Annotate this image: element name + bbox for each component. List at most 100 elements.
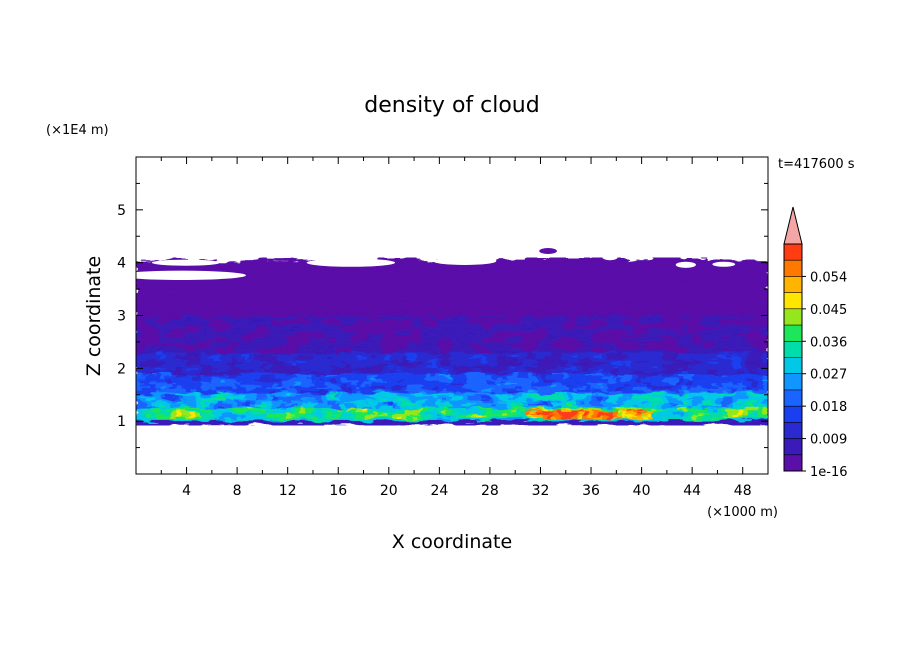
density-cell <box>136 415 147 419</box>
density-cell <box>531 409 538 413</box>
density-cell <box>461 405 468 409</box>
density-cell <box>150 403 162 407</box>
density-cell <box>195 328 217 332</box>
density-cell <box>136 388 142 392</box>
density-cell <box>411 360 418 364</box>
density-cell <box>401 415 408 419</box>
density-cell <box>406 403 423 407</box>
density-cell <box>657 407 664 411</box>
density-cell <box>341 415 358 419</box>
density-cell <box>155 319 172 323</box>
density-cell <box>662 379 679 383</box>
density-cell <box>597 411 613 415</box>
density-cell <box>155 396 162 400</box>
density-cell <box>732 418 764 421</box>
density-cell <box>286 418 292 421</box>
cloud-gap <box>136 270 246 281</box>
density-cell <box>136 332 142 336</box>
density-cell <box>486 364 508 368</box>
density-cell <box>346 383 363 387</box>
density-cell <box>592 347 603 351</box>
density-cell <box>321 373 328 377</box>
density-cell <box>732 388 739 392</box>
density-cell <box>210 326 232 330</box>
x-tick-label: 20 <box>380 483 398 499</box>
density-cell <box>571 409 583 413</box>
density-cell <box>291 392 302 396</box>
density-cell <box>136 317 147 321</box>
density-cell <box>255 400 262 404</box>
density-cell <box>240 383 262 387</box>
density-cell <box>762 373 768 377</box>
density-cell <box>622 379 633 383</box>
density-cell <box>607 379 618 383</box>
density-cell <box>742 407 759 411</box>
density-cell <box>266 360 282 364</box>
density-cell <box>747 388 759 392</box>
density-cell <box>687 383 714 387</box>
density-cell <box>496 398 528 402</box>
density-cell <box>757 324 768 328</box>
density-cell <box>326 400 338 404</box>
density-cell <box>281 418 287 421</box>
density-cell <box>637 373 654 377</box>
density-cell <box>381 336 423 340</box>
density-cell <box>301 392 312 396</box>
density-cell <box>521 317 568 321</box>
density-cell <box>361 381 373 385</box>
density-cell <box>296 349 338 353</box>
density-cell <box>351 336 368 340</box>
density-cell <box>521 347 533 351</box>
density-cell <box>140 409 152 413</box>
density-cell <box>471 341 478 345</box>
density-cell <box>446 388 473 392</box>
density-cell <box>351 413 358 417</box>
density-cell <box>622 322 649 325</box>
density-cell <box>642 381 654 385</box>
density-cell <box>541 403 553 407</box>
density-cell <box>622 394 633 398</box>
density-cell <box>136 394 142 398</box>
density-cell <box>406 356 418 360</box>
density-cell <box>311 411 322 415</box>
density-cell <box>291 362 297 366</box>
density-cell <box>391 366 398 370</box>
density-cell <box>657 319 704 323</box>
density-cell <box>732 358 744 362</box>
density-cell <box>742 405 749 409</box>
density-cell <box>210 398 222 402</box>
density-cell <box>546 330 598 334</box>
density-cell <box>140 398 147 402</box>
density-cell <box>526 354 538 357</box>
density-cell <box>296 332 328 336</box>
density-cell <box>136 373 142 377</box>
density-cell <box>150 413 157 417</box>
density-cell <box>742 364 749 368</box>
density-cell <box>230 315 257 319</box>
density-cell <box>136 319 147 323</box>
density-cell <box>200 392 212 396</box>
density-cell <box>747 403 754 407</box>
colorbar-extend-arrow <box>783 206 803 245</box>
density-cell <box>722 394 749 398</box>
density-cell <box>697 411 704 415</box>
density-cell <box>336 400 348 404</box>
density-cell <box>582 405 603 409</box>
density-cell <box>692 332 739 336</box>
density-cell <box>536 415 543 419</box>
time-label: t=417600 s <box>778 157 855 172</box>
density-cell <box>235 396 247 400</box>
density-cell <box>271 396 277 400</box>
density-cell <box>376 388 388 392</box>
density-cell <box>757 368 768 372</box>
density-cell <box>476 403 493 407</box>
density-cell <box>200 381 242 385</box>
colorbar-swatch <box>784 260 802 277</box>
density-cell <box>571 400 578 404</box>
density-cell <box>647 375 684 379</box>
density-cell <box>185 349 197 353</box>
density-cell <box>371 364 388 368</box>
density-cell <box>717 354 729 357</box>
density-cell <box>230 405 262 409</box>
density-cell <box>456 368 473 372</box>
